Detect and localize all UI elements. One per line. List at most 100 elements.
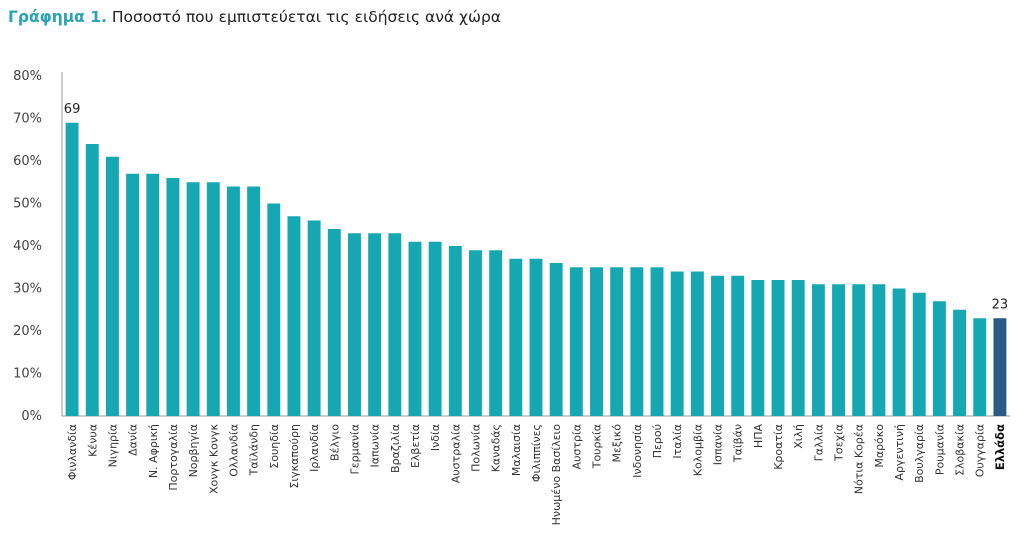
- x-tick-label: Βραζιλία: [389, 424, 402, 473]
- bar: [307, 220, 321, 416]
- x-tick-label: Ινδονησία: [631, 424, 644, 478]
- bar: [85, 144, 99, 416]
- y-tick-label: 30%: [13, 282, 42, 297]
- y-tick-label: 70%: [13, 112, 42, 127]
- bar: [711, 275, 724, 416]
- bar: [670, 271, 684, 416]
- bar: [892, 288, 906, 416]
- x-tick-label: Ν. Αφρική: [147, 424, 160, 478]
- y-tick-label: 60%: [13, 154, 42, 169]
- chart-title: Γράφημα 1. Ποσοστό που εμπιστεύεται τις …: [8, 8, 501, 26]
- bar: [146, 173, 160, 416]
- bar: [993, 318, 1007, 416]
- x-tick-label: Αργεντινή: [893, 424, 906, 481]
- x-tick-label: Κολομβία: [691, 424, 704, 476]
- x-tick-label: Ιρλανδία: [308, 424, 321, 472]
- bar: [832, 284, 846, 416]
- x-axis-categories: Φινλανδία Κένυα Νιγηρία Δανία Ν. Αφρική Πορτο…: [66, 423, 1007, 525]
- x-tick-label: Ισπανία: [712, 424, 725, 465]
- x-tick-label: Ινδία: [429, 424, 442, 451]
- x-tick-label: Τουρκία: [591, 424, 604, 469]
- x-tick-label: Ταϊβάν: [732, 424, 745, 463]
- bar: [590, 267, 603, 416]
- x-tick-label: Σιγκαπούρη: [288, 424, 301, 489]
- y-tick-label: 0%: [21, 409, 42, 424]
- bar: [105, 156, 119, 416]
- x-tick-label: Φινλανδία: [66, 424, 79, 480]
- x-tick-label: Καναδάς: [490, 424, 503, 472]
- x-tick-label: Πολωνία: [469, 424, 482, 472]
- data-label: 23: [992, 297, 1009, 312]
- bar: [751, 280, 765, 416]
- bar: [408, 241, 422, 416]
- bar: [630, 267, 644, 416]
- bar: [226, 186, 240, 416]
- bar: [186, 182, 200, 416]
- x-tick-label: Κροατία: [772, 424, 785, 470]
- x-tick-label: Χονγκ Κονγκ: [207, 423, 220, 493]
- x-tick-label: Ιαπωνία: [369, 424, 382, 467]
- x-tick-label: Μαρόκο: [873, 424, 886, 468]
- bar: [569, 267, 583, 416]
- bar: [489, 250, 503, 416]
- x-tick-label: Ρουμανία: [933, 424, 946, 475]
- bar: [610, 267, 624, 416]
- x-tick-label: Βέλγιο: [328, 424, 341, 461]
- x-tick-label: Ελβετία: [409, 424, 422, 468]
- bar: [791, 280, 805, 416]
- data-label: 69: [64, 102, 81, 117]
- x-tick-label: Νιγηρία: [106, 424, 119, 467]
- bar: [469, 250, 482, 416]
- x-tick-label: Βουλγαρία: [913, 424, 926, 483]
- bar: [953, 309, 967, 416]
- x-tick-label: Ουγγαρία: [974, 424, 987, 477]
- bar: [509, 258, 523, 416]
- x-tick-label: Περού: [651, 424, 664, 458]
- bar: [973, 318, 987, 416]
- x-tick-label: Γερμανία: [348, 424, 361, 474]
- bar: [811, 284, 825, 416]
- bar: [448, 246, 462, 416]
- bar: [327, 229, 341, 416]
- x-tick-label: Χιλή: [792, 424, 805, 449]
- bar: [166, 178, 180, 416]
- x-tick-label: Αυστρία: [570, 424, 583, 469]
- bar: [690, 271, 704, 416]
- x-tick-label: Φιλιππίνες: [530, 424, 543, 482]
- x-tick-label: Σουηδία: [268, 424, 281, 469]
- bar: [287, 216, 301, 416]
- bar: [126, 173, 140, 416]
- x-tick-label: Μαλαισία: [510, 424, 523, 476]
- chart-title-text: Ποσοστό που εμπιστεύεται τις ειδήσεις αν…: [111, 8, 501, 26]
- x-tick-label: Κένυα: [86, 424, 99, 457]
- bar: [771, 280, 785, 416]
- bar: [428, 241, 442, 416]
- bar: [247, 186, 261, 416]
- x-tick-label: ΗΠΑ: [752, 424, 765, 449]
- x-tick-label: Σλοβακία: [954, 424, 967, 476]
- x-tick-label: Ιταλία: [671, 424, 684, 459]
- bar: [348, 233, 361, 416]
- x-tick-label: Νορβηγία: [187, 424, 200, 477]
- x-tick-label: Πορτογαλία: [167, 424, 180, 491]
- bar: [529, 258, 543, 416]
- y-tick-label: 20%: [13, 324, 42, 339]
- bar: [549, 263, 563, 416]
- bar: [932, 301, 946, 416]
- x-tick-label: Μεξικό: [611, 424, 624, 463]
- bar: [731, 275, 745, 416]
- bar: [65, 122, 79, 416]
- data-labels: 69 23: [64, 102, 1008, 313]
- y-tick-label: 50%: [13, 197, 42, 212]
- bar: [852, 284, 866, 416]
- bar: [267, 203, 281, 416]
- x-tick-label: Ταϊλάνδη: [248, 424, 261, 476]
- bar: [650, 267, 664, 416]
- x-tick-label: Ελλάδα: [993, 424, 1007, 470]
- y-tick-label: 80%: [13, 69, 42, 84]
- bar: [912, 292, 926, 416]
- bar: [872, 284, 886, 416]
- x-tick-label: Ηνωμένο Βασίλειο: [550, 424, 563, 526]
- x-tick-label: Ολλανδία: [227, 424, 240, 477]
